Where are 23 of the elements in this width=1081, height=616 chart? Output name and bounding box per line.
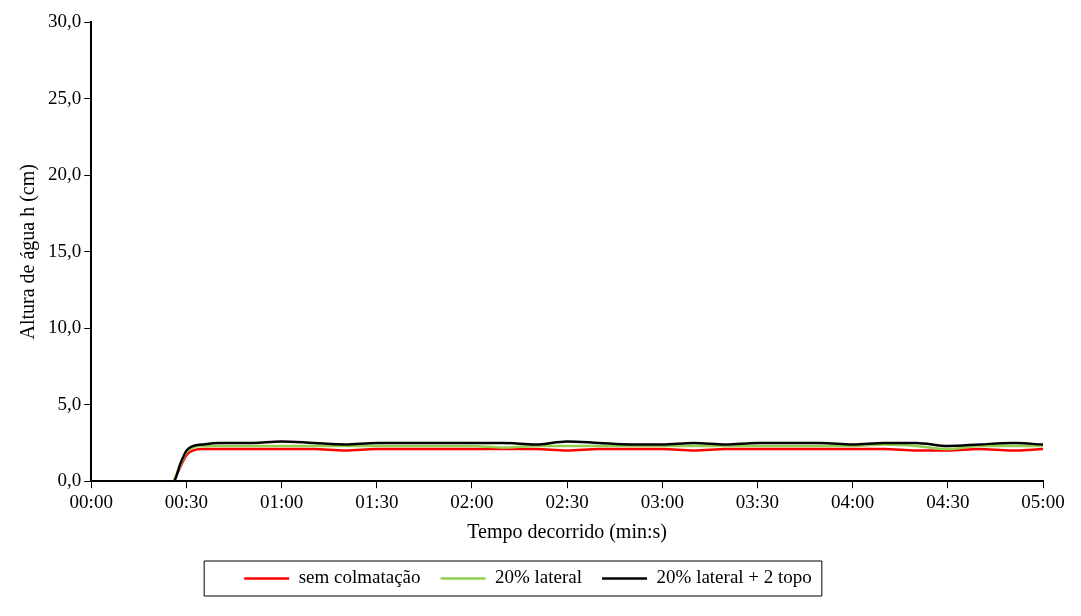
x-tick-label: 03:30 bbox=[735, 490, 780, 512]
y-axis-title: Altura de água h (cm) bbox=[16, 164, 40, 340]
y-tick-label: 5,0 bbox=[57, 392, 82, 414]
x-tick-label: 02:00 bbox=[450, 490, 494, 512]
y-tick-label: 30,0 bbox=[48, 10, 82, 32]
x-tick-label: 02:30 bbox=[545, 490, 589, 512]
legend-label: 20% lateral bbox=[495, 566, 583, 588]
y-tick-label: 10,0 bbox=[48, 316, 82, 338]
y-tick-label: 0,0 bbox=[57, 469, 82, 491]
y-tick-label: 20,0 bbox=[48, 163, 82, 185]
x-tick-label: 05:00 bbox=[1021, 490, 1065, 512]
legend-label: sem colmatação bbox=[298, 566, 421, 588]
y-tick-label: 25,0 bbox=[48, 86, 82, 108]
x-tick-label: 00:00 bbox=[69, 490, 113, 512]
x-tick-label: 01:30 bbox=[355, 490, 399, 512]
legend-label: 20% lateral + 2 topo bbox=[656, 566, 812, 588]
x-tick-label: 00:30 bbox=[164, 490, 209, 512]
x-tick-label: 04:30 bbox=[926, 490, 970, 512]
x-tick-label: 03:00 bbox=[640, 490, 684, 512]
x-tick-label: 04:00 bbox=[831, 490, 875, 512]
x-tick-label: 01:00 bbox=[259, 490, 304, 512]
x-axis-title: Tempo decorrido (min:s) bbox=[467, 520, 667, 544]
y-tick-label: 15,0 bbox=[48, 239, 82, 261]
